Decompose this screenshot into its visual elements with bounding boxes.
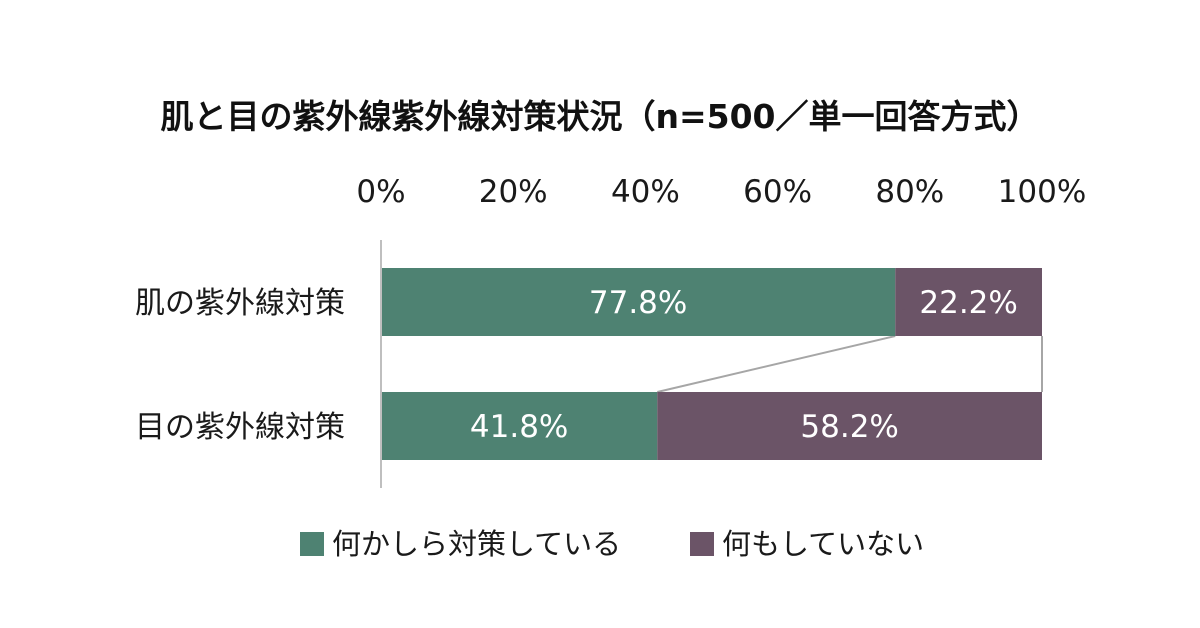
x-tick-label: 20% (479, 174, 548, 210)
bars (381, 268, 1042, 460)
legend-swatch (690, 532, 714, 556)
bar-segment-no-measures (657, 392, 1042, 460)
x-tick-label: 40% (611, 174, 680, 210)
chart-title: 肌と目の紫外線紫外線対策状況（n=500／単一回答方式） (160, 97, 1039, 136)
data-label: 22.2% (919, 285, 1017, 321)
bar-segment-taking-measures (381, 392, 658, 460)
x-tick-label: 80% (875, 174, 944, 210)
legend: 何かしら対策している 何もしていない (300, 527, 924, 561)
bar-segment-no-measures (895, 268, 1042, 336)
series-lines (657, 335, 1043, 393)
data-label: 77.8% (589, 285, 687, 321)
data-label: 58.2% (800, 409, 898, 445)
x-tick-label: 100% (998, 174, 1087, 210)
x-axis-ticks: 0% 20% 40% 60% 80% 100% (356, 174, 1086, 210)
data-labels: 77.8% 41.8% 22.2% 58.2% (470, 285, 1018, 445)
legend-swatch (300, 532, 324, 556)
series-line (657, 335, 896, 393)
legend-label: 何もしていない (722, 527, 924, 561)
legend-label: 何かしら対策している (332, 527, 621, 561)
bar-segment-taking-measures (381, 268, 896, 336)
category-label: 目の紫外線対策 (135, 410, 345, 445)
data-label: 41.8% (470, 409, 568, 445)
category-label: 肌の紫外線対策 (135, 286, 345, 321)
x-tick-label: 0% (356, 174, 405, 210)
x-tick-label: 60% (743, 174, 812, 210)
